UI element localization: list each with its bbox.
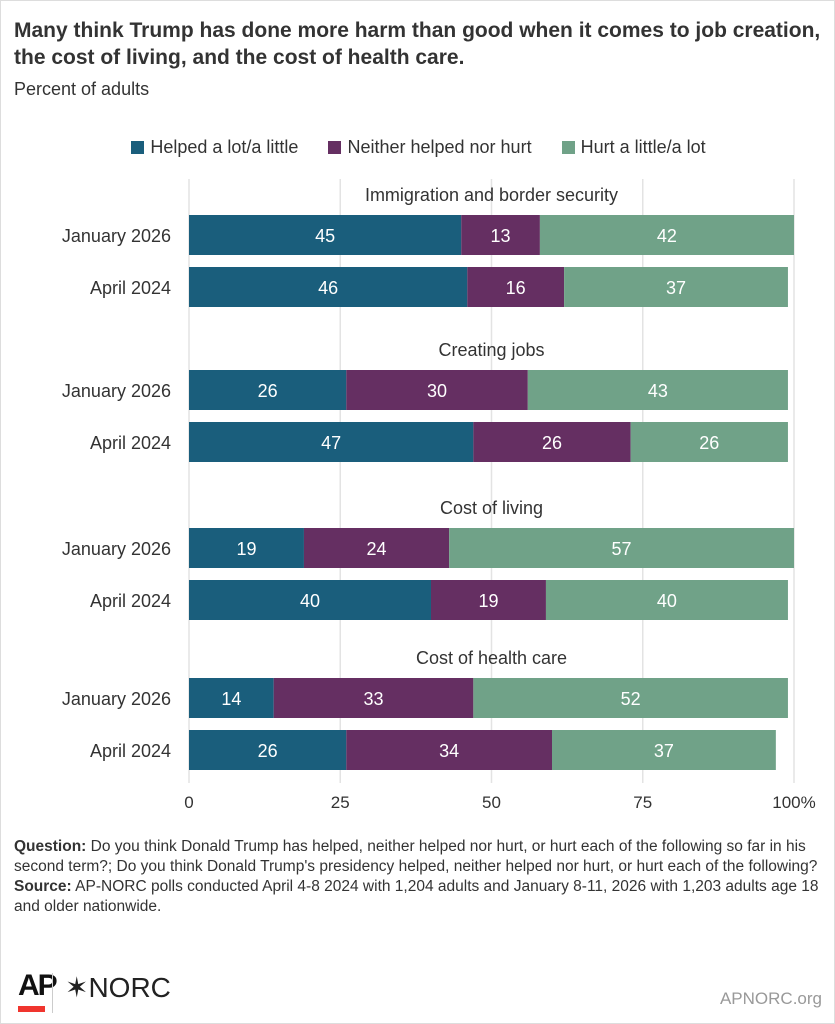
bar-segment — [189, 422, 474, 462]
source-text: AP-NORC polls conducted April 4-8 2024 w… — [14, 878, 819, 915]
question-text: Do you think Donald Trump has helped, ne… — [14, 838, 818, 875]
legend-label: Neither helped nor hurt — [347, 137, 532, 157]
data-label: 24 — [367, 539, 387, 559]
row-label: April 2024 — [90, 433, 171, 453]
bar-segment — [346, 370, 528, 410]
bar-segment — [431, 580, 546, 620]
legend-swatch — [328, 141, 342, 154]
bar-segment — [273, 678, 474, 718]
ap-logo: AP — [18, 969, 58, 1002]
legend-item-neither: Neither helped nor hurt — [328, 137, 532, 158]
bar-segment — [552, 730, 776, 770]
bar-segment — [449, 528, 794, 568]
bar-segment — [189, 678, 274, 718]
legend-item-helped: Helped a lot/a little — [131, 137, 298, 158]
legend-item-hurt: Hurt a little/a lot — [561, 137, 706, 158]
legend: Helped a lot/a little Neither helped nor… — [1, 137, 834, 158]
data-label: 26 — [542, 433, 562, 453]
legend-swatch — [561, 141, 575, 154]
group-label: Cost of health care — [416, 648, 567, 668]
data-label: 43 — [648, 381, 668, 401]
bar-segment — [303, 528, 450, 568]
data-label: 47 — [321, 433, 341, 453]
bar-segment — [189, 580, 431, 620]
group-label: Cost of living — [440, 498, 543, 518]
bar-segment — [461, 215, 540, 255]
row-label: April 2024 — [90, 278, 171, 298]
group-label: Creating jobs — [438, 340, 544, 360]
bar-segment — [473, 678, 788, 718]
bar-segment — [189, 267, 468, 307]
row-label: January 2026 — [62, 689, 171, 709]
data-label: 42 — [657, 226, 677, 246]
group-label: Immigration and border security — [365, 185, 618, 205]
x-tick-label: 100% — [772, 793, 815, 812]
data-label: 37 — [666, 278, 686, 298]
question-note: Question: Do you think Donald Trump has … — [14, 837, 824, 877]
data-label: 30 — [427, 381, 447, 401]
data-label: 16 — [506, 278, 526, 298]
x-tick-label: 25 — [331, 793, 350, 812]
source-label: Source: — [14, 878, 72, 895]
bar-segment — [527, 370, 788, 410]
legend-label: Hurt a little/a lot — [580, 137, 706, 157]
footer: AP ✶NORC APNORC.org — [1, 961, 834, 1023]
data-label: 33 — [364, 689, 384, 709]
row-label: April 2024 — [90, 741, 171, 761]
data-label: 40 — [657, 591, 677, 611]
bar-segment — [189, 370, 347, 410]
data-label: 19 — [478, 591, 498, 611]
logo-divider — [52, 973, 53, 1013]
row-label: January 2026 — [62, 381, 171, 401]
norc-logo: ✶NORC — [65, 972, 171, 1003]
bar-segment — [189, 730, 347, 770]
bar-segment — [473, 422, 631, 462]
data-label: 26 — [258, 381, 278, 401]
chart-subtitle: Percent of adults — [14, 79, 150, 99]
data-label: 26 — [258, 741, 278, 761]
source-note: Source: AP-NORC polls conducted April 4-… — [14, 877, 824, 917]
row-label: January 2026 — [62, 539, 171, 559]
data-label: 26 — [699, 433, 719, 453]
legend-swatch — [131, 141, 145, 154]
bar-segment — [630, 422, 788, 462]
data-label: 40 — [300, 591, 320, 611]
row-label: April 2024 — [90, 591, 171, 611]
bar-segment — [189, 215, 462, 255]
bar-segment — [467, 267, 565, 307]
data-label: 13 — [491, 226, 511, 246]
bar-segment — [539, 215, 794, 255]
bar-chart: 0 25 50 75 100% Immigration and border securi… — [62, 179, 816, 812]
bar-segment — [346, 730, 552, 770]
bar-segment — [189, 528, 304, 568]
data-label: 45 — [315, 226, 335, 246]
bar-segment — [564, 267, 788, 307]
chart-title: Many think Trump has done more harm than… — [14, 19, 821, 69]
ap-logo-bar — [18, 1006, 45, 1012]
data-label: 37 — [654, 741, 674, 761]
data-label: 14 — [221, 689, 241, 709]
question-label: Question: — [14, 838, 87, 855]
bar-segment — [545, 580, 788, 620]
data-label: 52 — [621, 689, 641, 709]
x-tick-label: 50 — [482, 793, 501, 812]
data-label: 57 — [612, 539, 632, 559]
row-label: January 2026 — [62, 226, 171, 246]
data-label: 34 — [439, 741, 459, 761]
data-label: 46 — [318, 278, 338, 298]
x-tick-label: 75 — [633, 793, 652, 812]
site-link[interactable]: APNORC.org — [719, 989, 822, 1008]
legend-label: Helped a lot/a little — [150, 137, 299, 157]
x-tick-label: 0 — [184, 793, 193, 812]
data-label: 19 — [236, 539, 256, 559]
notes: Question: Do you think Donald Trump has … — [14, 837, 824, 917]
